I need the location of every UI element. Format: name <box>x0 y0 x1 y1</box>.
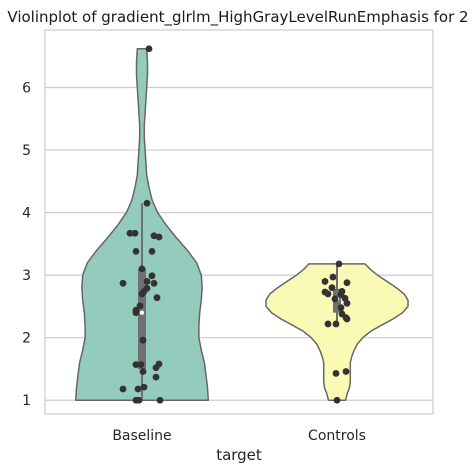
data-point-baseline-17 <box>136 302 144 310</box>
data-point-controls-18 <box>342 368 350 375</box>
data-point-controls-17 <box>332 320 340 328</box>
data-point-baseline-19 <box>132 309 140 317</box>
data-point-baseline-11 <box>119 279 127 287</box>
x-axis-label: target <box>216 446 262 464</box>
data-point-baseline-6 <box>132 247 140 255</box>
x-tick-label-baseline: Baseline <box>112 428 171 444</box>
data-point-baseline-31 <box>135 396 143 404</box>
strip-points <box>119 45 351 404</box>
y-tick-label-6: 6 <box>22 81 31 97</box>
data-point-baseline-28 <box>119 385 127 393</box>
data-point-controls-15 <box>343 315 351 323</box>
data-point-baseline-29 <box>134 385 142 393</box>
x-tick-label-controls: Controls <box>308 428 366 444</box>
x-tick-labels: Baseline Controls <box>112 428 366 444</box>
y-tick-label-1: 1 <box>22 393 31 409</box>
violin-controls <box>265 263 409 401</box>
y-tick-label-4: 4 <box>22 206 31 222</box>
data-point-baseline-1 <box>143 199 151 207</box>
data-point-baseline-3 <box>131 229 139 237</box>
data-point-controls-12 <box>337 304 345 312</box>
data-point-baseline-25 <box>139 368 147 375</box>
y-tick-label-3: 3 <box>22 268 31 284</box>
data-point-controls-1 <box>329 273 337 281</box>
data-point-controls-9 <box>331 295 339 303</box>
data-point-controls-7 <box>324 290 332 298</box>
data-point-baseline-12 <box>150 279 158 287</box>
data-point-baseline-22 <box>132 361 140 368</box>
data-point-controls-0 <box>335 260 343 268</box>
data-point-baseline-32 <box>156 396 164 404</box>
data-point-baseline-7 <box>148 247 156 255</box>
chart-title: Violinplot of gradient_glrlm_HighGrayLev… <box>7 8 468 27</box>
data-point-controls-11 <box>343 299 351 307</box>
data-point-baseline-2 <box>126 229 134 237</box>
iqr-box-baseline <box>138 268 146 369</box>
y-tick-label-2: 2 <box>22 331 31 347</box>
violins <box>74 48 409 401</box>
plot-frame <box>44 29 434 415</box>
y-tick-labels: 1 2 3 4 5 6 <box>22 81 31 410</box>
y-tick-label-5: 5 <box>22 143 31 159</box>
data-point-baseline-9 <box>148 272 156 280</box>
data-point-baseline-26 <box>152 373 160 381</box>
data-point-baseline-16 <box>153 294 161 302</box>
data-point-baseline-27 <box>140 383 148 391</box>
data-point-baseline-5 <box>155 233 163 241</box>
data-point-baseline-15 <box>138 290 146 298</box>
data-point-baseline-10 <box>143 278 151 285</box>
data-point-controls-20 <box>333 396 341 404</box>
data-point-baseline-24 <box>152 364 160 372</box>
data-point-baseline-23 <box>137 361 145 368</box>
data-point-controls-19 <box>332 369 340 377</box>
data-point-baseline-20 <box>139 336 147 344</box>
median-dot-baseline <box>139 310 145 315</box>
data-point-baseline-8 <box>138 265 146 273</box>
data-point-controls-4 <box>328 284 336 292</box>
data-point-controls-16 <box>324 320 332 328</box>
data-point-baseline-0 <box>145 45 153 53</box>
data-point-controls-3 <box>343 279 351 287</box>
data-point-controls-2 <box>321 278 329 285</box>
